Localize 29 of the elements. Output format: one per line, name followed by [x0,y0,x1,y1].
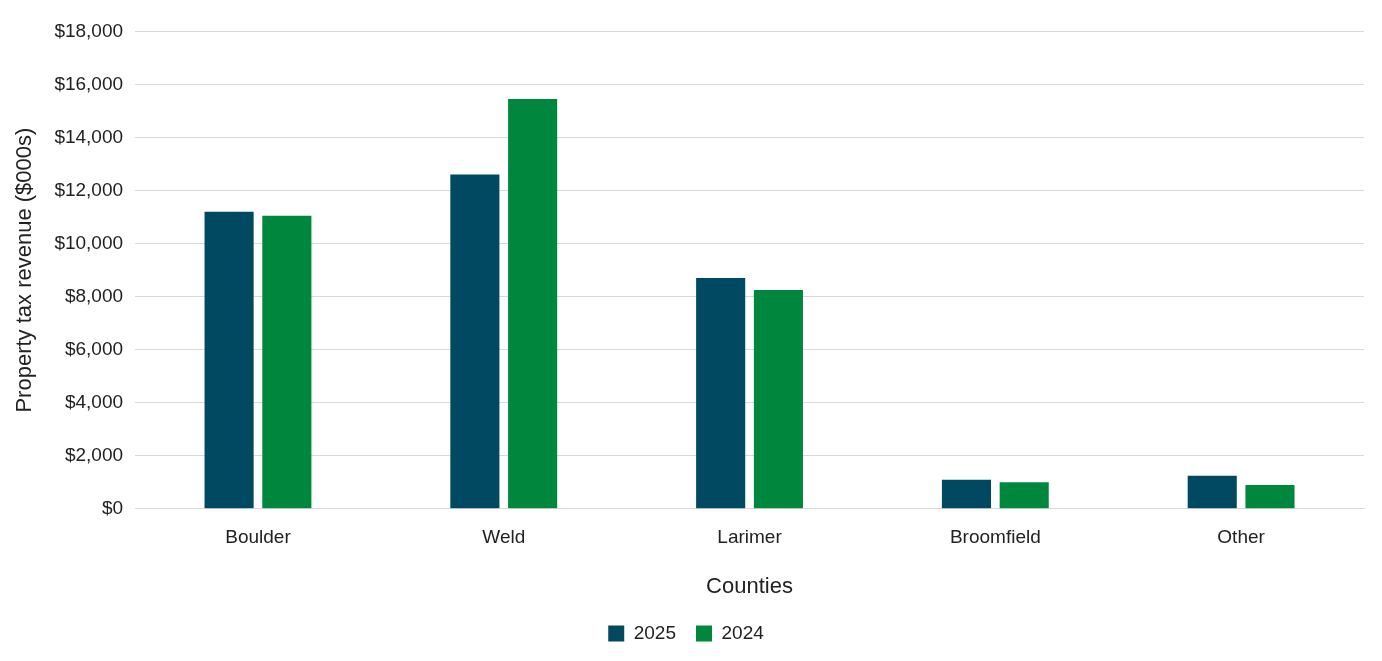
y-tick-label: $18,000 [54,19,124,41]
bar [1187,475,1237,509]
y-tick-label: $14,000 [54,125,124,147]
bar [450,174,500,509]
bar [508,99,558,509]
x-tick-label: Other [1217,526,1266,548]
bar [753,289,803,509]
x-tick-label: Boulder [225,526,292,548]
x-axis-title: Counties [706,572,793,598]
y-tick-label: $4,000 [64,390,124,412]
y-axis-title: Property tax revenue ($000s) [11,127,37,413]
x-tick-label: Larimer [717,526,783,548]
y-tick-label: $0 [101,497,124,519]
legend-label: 2025 [633,621,677,643]
y-tick-label: $16,000 [54,72,124,94]
y-tick-label: $8,000 [64,284,124,306]
legend-label: 2024 [721,621,765,643]
y-tick-label: $12,000 [54,178,124,200]
x-tick-label: Broomfield [949,526,1041,548]
bar [941,479,991,509]
y-tick-label: $10,000 [54,231,124,253]
bar [696,278,746,509]
y-tick-label: $6,000 [64,337,124,359]
bar [262,215,312,509]
bar [204,211,254,509]
x-tick-label: Weld [482,526,526,548]
bar [1245,484,1295,509]
bar [999,482,1049,509]
y-tick-label: $2,000 [64,443,124,465]
